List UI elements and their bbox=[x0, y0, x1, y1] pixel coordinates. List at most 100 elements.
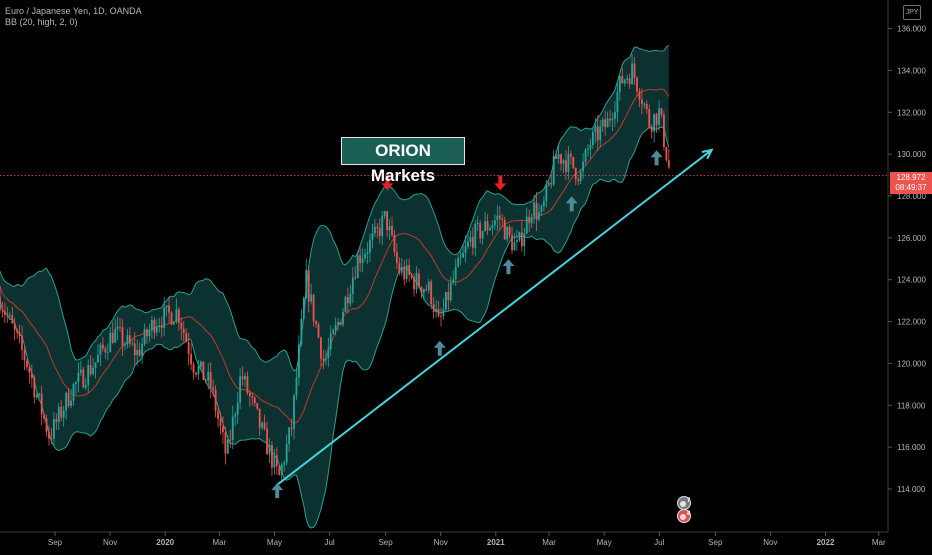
candle-body bbox=[312, 294, 315, 322]
candle-body bbox=[616, 91, 619, 112]
candle-body bbox=[114, 328, 117, 343]
candle-body bbox=[40, 393, 43, 415]
candle-body bbox=[643, 103, 646, 105]
candle-body bbox=[207, 372, 210, 381]
candle-body bbox=[229, 439, 232, 441]
y-tick-label: 118.000 bbox=[897, 401, 926, 410]
candle-body bbox=[18, 332, 21, 336]
candle-body bbox=[4, 311, 6, 315]
candle-body bbox=[631, 63, 633, 85]
candle-body bbox=[511, 235, 513, 251]
candle-body bbox=[6, 314, 9, 316]
candle-body bbox=[349, 293, 352, 304]
currency-button[interactable]: JPY bbox=[903, 5, 921, 20]
countdown-timer: 08:49:37 bbox=[895, 183, 927, 192]
candle-body bbox=[153, 320, 156, 333]
candle-body bbox=[151, 320, 153, 331]
candle-body bbox=[462, 252, 464, 258]
candle-body bbox=[611, 118, 614, 121]
candle-body bbox=[79, 369, 82, 373]
candle-body bbox=[53, 419, 55, 439]
candle-body bbox=[337, 322, 339, 325]
candle-body bbox=[342, 311, 344, 325]
candle-body bbox=[596, 126, 599, 141]
candle-body bbox=[545, 184, 548, 202]
x-tick-label: Mar bbox=[213, 538, 227, 547]
candle-body bbox=[146, 329, 148, 337]
event-badge-count: 8 bbox=[687, 511, 691, 517]
candle-body bbox=[437, 308, 440, 316]
candle-body bbox=[579, 171, 582, 182]
x-tick-label: Mar bbox=[872, 538, 886, 547]
candle-body bbox=[474, 223, 477, 248]
candle-body bbox=[249, 392, 251, 397]
x-tick-label: Nov bbox=[434, 538, 448, 547]
up-arrow-icon bbox=[650, 150, 663, 166]
candle-body bbox=[60, 406, 63, 418]
candle-body bbox=[650, 126, 653, 132]
candle-body bbox=[486, 221, 489, 231]
x-tick-label: Jul bbox=[654, 538, 664, 547]
candle-body bbox=[322, 358, 325, 361]
candle-body bbox=[246, 376, 249, 393]
candle-body bbox=[1, 310, 4, 312]
candle-body bbox=[33, 377, 36, 398]
candle-body bbox=[116, 326, 119, 329]
trendline-arrowhead bbox=[701, 148, 714, 160]
candle-body bbox=[339, 322, 342, 325]
y-tick-label: 134.000 bbox=[897, 66, 926, 75]
candle-body bbox=[133, 343, 136, 356]
x-tick-label: Nov bbox=[763, 538, 777, 547]
candle-body bbox=[271, 445, 273, 468]
candle-body bbox=[599, 126, 602, 141]
candle-body bbox=[231, 416, 234, 440]
candle-body bbox=[43, 414, 45, 419]
candle-body bbox=[609, 118, 611, 121]
down-arrow-icon bbox=[494, 175, 507, 191]
candle-body bbox=[278, 466, 281, 476]
candle-body bbox=[356, 255, 359, 279]
candle-body bbox=[572, 156, 575, 169]
current-price-value: 128.972 bbox=[896, 173, 926, 182]
candle-body bbox=[155, 327, 158, 333]
candle-body bbox=[327, 348, 330, 359]
candle-body bbox=[163, 307, 166, 329]
candle-body bbox=[518, 232, 521, 241]
candle-body bbox=[508, 226, 511, 236]
candle-body bbox=[244, 376, 246, 380]
candle-body bbox=[182, 328, 185, 333]
candle-body bbox=[251, 396, 254, 398]
x-tick-label: Mar bbox=[542, 538, 556, 547]
candle-body bbox=[332, 330, 335, 334]
y-tick-label: 128.000 bbox=[897, 192, 926, 201]
candle-body bbox=[584, 149, 587, 162]
y-tick-label: 122.000 bbox=[897, 318, 926, 327]
candle-body bbox=[667, 160, 670, 168]
candle-body bbox=[165, 305, 168, 308]
y-tick-label: 124.000 bbox=[897, 276, 926, 285]
candle-body bbox=[393, 234, 396, 253]
candle-body bbox=[484, 221, 486, 231]
candle-body bbox=[489, 228, 491, 231]
candle-body bbox=[533, 202, 535, 217]
candle-body bbox=[479, 223, 482, 239]
candle-body bbox=[295, 377, 298, 396]
candle-body bbox=[143, 329, 146, 345]
x-tick-label: Sep bbox=[708, 538, 723, 547]
candle-body bbox=[177, 309, 180, 323]
candle-body bbox=[45, 418, 48, 432]
candle-body bbox=[305, 270, 308, 299]
candle-body bbox=[464, 246, 467, 253]
candle-body bbox=[396, 252, 398, 263]
candle-body bbox=[273, 455, 276, 468]
candle-body bbox=[57, 406, 60, 422]
candle-body bbox=[525, 216, 528, 234]
candle-body bbox=[457, 258, 460, 268]
candle-body bbox=[410, 274, 413, 278]
candle-body bbox=[202, 361, 205, 381]
candle-body bbox=[547, 182, 550, 185]
candle-body bbox=[97, 354, 99, 363]
candle-body bbox=[543, 201, 545, 207]
